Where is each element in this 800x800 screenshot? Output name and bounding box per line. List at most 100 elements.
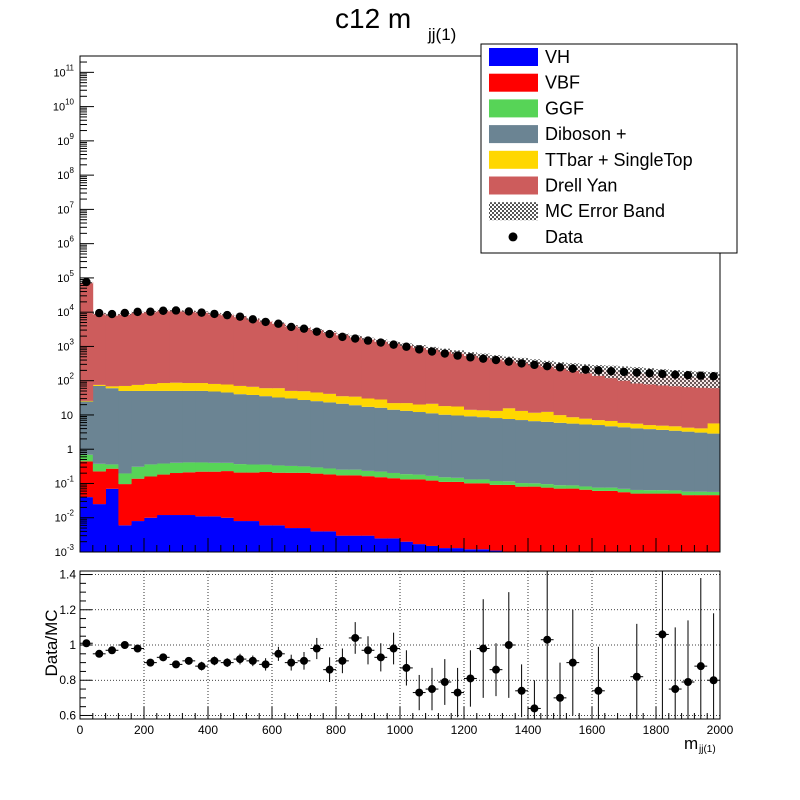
data-point (607, 366, 616, 376)
ratio-point (453, 688, 462, 697)
bar-segment (528, 412, 542, 422)
stacked-histogram (80, 282, 721, 552)
bar-segment (694, 428, 708, 433)
y-tick-label: 10-3 (55, 543, 75, 559)
data-point (683, 370, 693, 380)
bar-segment (169, 462, 183, 474)
legend-swatch (489, 176, 538, 195)
bar-segment (310, 401, 324, 468)
data-point (312, 327, 321, 336)
bar-segment (246, 464, 260, 473)
ratio-point (133, 644, 142, 653)
bar-segment (131, 521, 145, 552)
bar-segment (387, 409, 401, 473)
bar-segment (182, 472, 196, 516)
bar-segment (233, 316, 247, 386)
legend-label: MC Error Band (545, 201, 665, 221)
bar-segment (412, 474, 426, 480)
bar-segment (604, 487, 618, 491)
bar-segment (412, 412, 426, 475)
bar-segment (348, 469, 362, 476)
data-point (517, 359, 526, 368)
bar-segment (195, 516, 209, 552)
x-tick-label: 1000 (387, 723, 414, 737)
bar-segment (451, 352, 465, 407)
bar-segment (643, 425, 657, 430)
ratio-y-axis: 0.6 0.8 1 1.2 1.4 (59, 568, 92, 722)
bar-segment (208, 516, 222, 552)
bar-segment (284, 465, 298, 473)
bar-segment (323, 331, 337, 394)
ratio-point (440, 678, 449, 686)
bar-segment (195, 311, 209, 384)
data-point (479, 354, 488, 363)
legend-entry-mc-error-band: MC Error Band (489, 201, 665, 221)
bar-segment (246, 318, 260, 387)
bar-segment (515, 360, 529, 411)
bar-segment (425, 545, 439, 552)
data-point (197, 308, 206, 317)
bar-segment (220, 384, 234, 393)
bar-segment (323, 402, 337, 469)
bar-segment (579, 489, 593, 552)
bar-segment (668, 376, 682, 427)
bar-segment (438, 406, 452, 415)
bar-segment (476, 355, 490, 411)
bar-segment (681, 431, 695, 492)
bar-segment (630, 428, 644, 490)
bar-segment (515, 410, 529, 421)
bar-segment (80, 400, 94, 402)
bar-segment (310, 467, 324, 474)
bar-segment (438, 548, 452, 552)
bar-segment (297, 400, 311, 467)
bar-segment (451, 481, 465, 549)
bar-segment (80, 461, 94, 498)
bar-segment (400, 474, 414, 480)
bar-segment (592, 487, 606, 491)
data-point (389, 340, 398, 349)
bar-segment (144, 311, 158, 384)
bar-segment (259, 464, 273, 473)
bar-segment (323, 474, 337, 532)
ratio-point (658, 630, 667, 639)
bar-segment (272, 322, 286, 389)
bar-segment (656, 375, 670, 426)
bar-segment (272, 388, 286, 398)
bar-segment (387, 538, 401, 552)
y-tick-label: 109 (57, 132, 74, 148)
data-point (594, 366, 603, 375)
bar-segment (297, 391, 311, 401)
bar-segment (540, 411, 554, 422)
bar-segment (502, 408, 516, 420)
bar-segment (208, 313, 222, 384)
bar-segment (579, 424, 593, 487)
bar-segment (156, 310, 170, 384)
bar-segment (131, 312, 145, 385)
y-tick-exponent: 7 (70, 200, 75, 209)
y-tick-base: 10 (57, 170, 69, 182)
y-tick-label: 1010 (53, 98, 75, 114)
bar-segment (259, 525, 273, 552)
bar-segment (169, 515, 183, 552)
bar-segment (374, 340, 388, 400)
y-tick-exponent: 5 (70, 269, 75, 278)
y-tick-label: 108 (57, 166, 74, 182)
data-point (107, 309, 117, 319)
chart-title-text: c12 m (335, 3, 411, 34)
bar-segment (438, 481, 452, 549)
bar-segment (400, 479, 414, 542)
bar-segment (579, 418, 593, 425)
bar-segment (438, 350, 452, 407)
bar-segment (361, 470, 375, 477)
data-point (184, 307, 193, 316)
y-tick-label: 1011 (53, 63, 74, 79)
x-tick-label: 1400 (515, 723, 542, 737)
bar-segment (464, 479, 478, 484)
data-point (671, 370, 680, 379)
y-tick-label: 10-2 (55, 509, 75, 525)
data-point (159, 306, 168, 315)
bar-segment (515, 420, 529, 484)
data-point (402, 342, 411, 351)
bar-segment (617, 427, 631, 489)
bar-segment (412, 479, 426, 545)
